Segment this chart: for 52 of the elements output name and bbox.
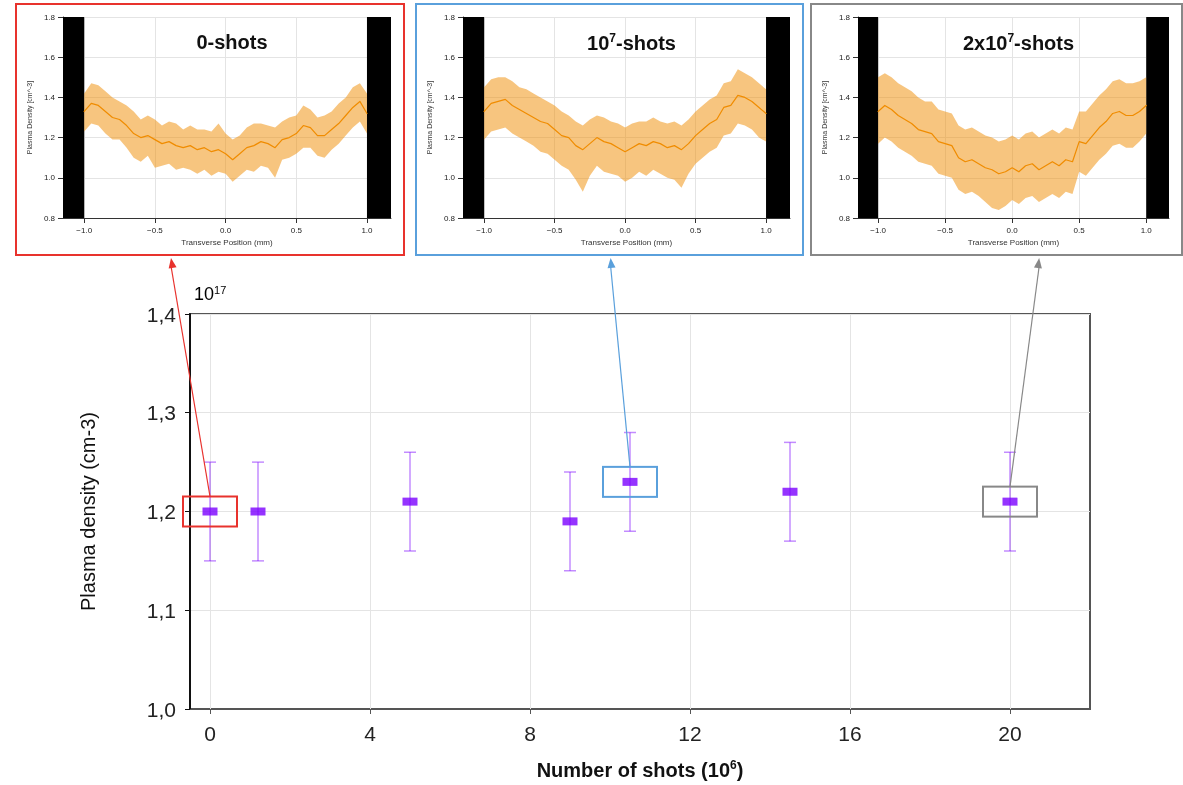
y-tick-label: 1.0 [443,173,456,183]
y-tick-label: 1,3 [146,401,176,425]
y-tick-label: 1.8 [43,12,56,22]
x-tick-label: 12 [678,722,702,745]
y-tick-label: 1.6 [443,52,456,62]
y-tick-label: 1,2 [146,500,176,523]
y-tick-label: 1.0 [43,173,56,183]
x-axis-title: Transverse Position (mm) [967,238,1060,248]
x-tick-label: −0.5 [937,225,954,235]
y-tick-label: 1.0 [838,173,851,183]
x-tick-label: 1.0 [361,225,374,235]
y-tick-label: 1.8 [838,12,851,22]
x-tick-label: −1.0 [476,225,493,235]
y-tick-label: 0.8 [443,213,456,223]
y-tick-label: 1.6 [838,52,851,62]
x-tick-label: 20 [998,722,1022,745]
y-tick-label: 1.8 [443,12,456,22]
x-tick-label: 0.5 [1073,225,1086,235]
x-tick-label: 1.0 [1140,225,1153,235]
x-tick-label: 0.5 [690,225,702,235]
y-tick-label: 1,4 [146,302,177,326]
x-axis-title: Transverse Position (mm) [181,238,273,248]
y-tick-label: 1.6 [43,52,56,62]
y-tick-label: 1,1 [146,598,176,622]
y-tick-label: 1.4 [443,92,456,102]
x-tick-label: −1.0 [76,225,93,235]
y-tick-label: 0.8 [838,213,851,223]
x-tick-label: 16 [838,722,862,745]
x-tick-label: 0.5 [290,225,303,235]
x-tick-label: 0.0 [220,225,232,235]
x-axis-title: Transverse Position (mm) [580,238,673,248]
x-tick-label: 1.0 [760,225,773,235]
y-tick-label: 0.8 [43,213,56,223]
x-tick-label: −1.0 [870,225,887,235]
y-tick-label: 1.2 [838,133,851,143]
x-tick-label: −0.5 [147,225,164,235]
y-tick-label: 1,0 [146,697,176,721]
x-tick-label: −0.5 [546,225,564,235]
y-tick-label: 1.2 [443,133,456,143]
line-series [877,104,1147,175]
line-series [483,94,767,153]
x-tick-label: 0.0 [1006,225,1019,235]
x-tick-label: 0.0 [619,225,632,235]
text: 0-shots [196,31,268,53]
x-tick-label: 8 [524,722,536,745]
x-tick-label: 4 [364,722,377,745]
x-tick-label: 0 [204,722,216,745]
y-tick-label: 1.4 [838,92,851,102]
line-series [83,100,368,161]
y-tick-label: 1.4 [43,92,56,102]
y-axis-title: Plasma density (cm-3) [77,412,99,611]
y-tick-label: 1.2 [43,133,56,143]
